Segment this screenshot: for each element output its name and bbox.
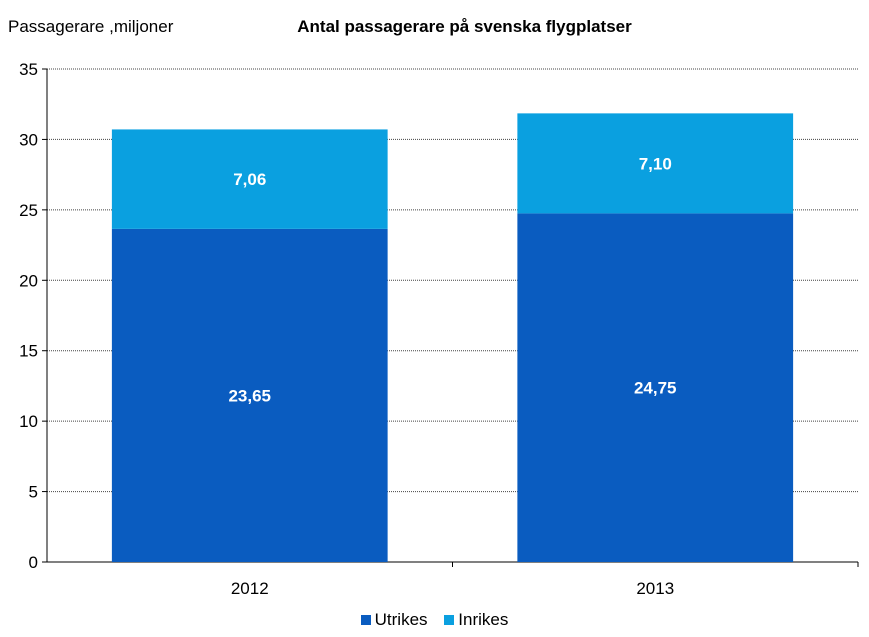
- x-tick-label: 2012: [231, 579, 269, 598]
- legend: Utrikes Inrikes: [0, 610, 869, 630]
- legend-label-inrikes: Inrikes: [458, 610, 509, 629]
- y-tick-label: 0: [29, 553, 38, 572]
- x-tick-label: 2013: [636, 579, 674, 598]
- y-tick-label: 15: [19, 342, 38, 361]
- legend-swatch-utrikes: [360, 615, 371, 625]
- data-label-inrikes-2012: 7,06: [233, 170, 266, 189]
- y-tick-label: 25: [19, 201, 38, 220]
- data-label-inrikes-2013: 7,10: [639, 154, 672, 173]
- y-tick-label: 20: [19, 271, 38, 290]
- bar-inrikes-2013: [517, 113, 794, 214]
- data-label-utrikes-2013: 24,75: [634, 379, 677, 398]
- y-tick-label: 30: [19, 130, 38, 149]
- bar-utrikes-2012: [111, 228, 388, 562]
- y-tick-label: 35: [19, 60, 38, 79]
- bar-inrikes-2012: [111, 129, 388, 229]
- legend-item-utrikes: Utrikes: [360, 610, 428, 630]
- bar-utrikes-2013: [517, 213, 794, 562]
- bar-chart: 0 5 10 15 20 25 30 35 23,65 7,06 2012 24,75 7,10 2013: [19, 60, 859, 598]
- chart-title: Antal passagerare på svenska flygplatser: [297, 17, 632, 36]
- y-axis-label: Passagerare ,miljoner: [8, 17, 174, 36]
- y-tick-label: 5: [29, 483, 38, 502]
- legend-swatch-inrikes: [444, 615, 455, 625]
- legend-item-inrikes: Inrikes: [444, 610, 508, 630]
- data-label-utrikes-2012: 23,65: [228, 386, 271, 405]
- legend-label-utrikes: Utrikes: [374, 610, 428, 629]
- y-tick-label: 10: [19, 412, 38, 431]
